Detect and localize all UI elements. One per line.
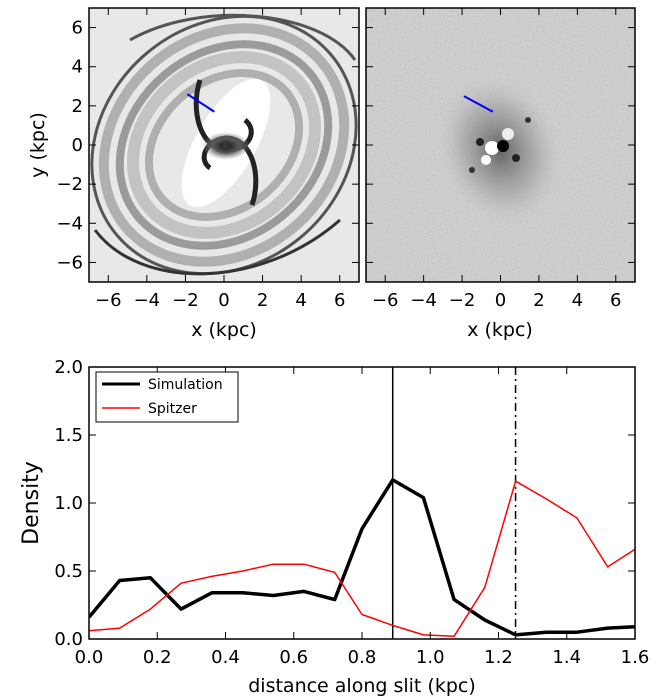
bottom-x-tick-label: 0.8 xyxy=(348,647,377,668)
bottom-y-tick-label: 1.0 xyxy=(54,493,83,514)
bottom-y-axis-label: Density xyxy=(19,461,44,545)
left-y-tick-label: 0 xyxy=(72,135,83,156)
legend-box xyxy=(95,371,239,423)
legend-label-simulation: Simulation xyxy=(148,377,223,393)
right-x-tick-label: −4 xyxy=(410,290,437,311)
left-y-tick-label: −6 xyxy=(56,252,83,273)
left-y-tick-label: 4 xyxy=(72,57,83,78)
bottom-y-tick-label: 2.0 xyxy=(54,357,83,378)
left-x-tick-label: −2 xyxy=(172,290,199,311)
right-x-tick-label: 0 xyxy=(495,290,506,311)
bottom-x-tick-label: 1.6 xyxy=(621,647,650,668)
bottom-y-tick-label: 1.5 xyxy=(54,425,83,446)
series-line-simulation xyxy=(89,478,635,637)
density-line-chart: 0.0 0.2 0.4 0.6 0.8 1.0 1.2 1.4 1.6 0.0 0.5 1.0 1.5 2… xyxy=(19,357,649,697)
bottom-x-tick-label: 1.0 xyxy=(416,647,445,668)
left-x-tick-label: −6 xyxy=(95,290,122,311)
left-x-axis-label: x (kpc) xyxy=(191,319,257,341)
slit-line-left xyxy=(186,93,215,113)
legend-label-spitzer: Spitzer xyxy=(148,401,197,417)
left-y-tick-label: −2 xyxy=(56,174,83,195)
bottom-x-tick-label: 0.2 xyxy=(143,647,172,668)
left-x-tick-label: 0 xyxy=(218,290,229,311)
simulation-map-image xyxy=(89,8,359,282)
left-y-tick-label: −4 xyxy=(56,213,83,234)
spitzer-map-panel: −6 −4 −2 0 2 4 6 x (kpc) xyxy=(365,7,636,341)
bottom-x-tick-label: 0.4 xyxy=(211,647,240,668)
left-y-axis-label: y (kpc) xyxy=(27,112,49,178)
left-y-tick-label: 2 xyxy=(72,96,83,117)
simulation-map-panel: −6 −4 −2 0 2 4 6 −6 −4 −2 0 2 4 6 x (kpc) y (kpc) xyxy=(27,7,360,341)
right-x-tick-label: 4 xyxy=(572,290,583,311)
density-plot-area xyxy=(89,367,635,639)
left-x-tick-label: 6 xyxy=(334,290,345,311)
legend: Simulation Spitzer xyxy=(95,371,239,423)
slit-line-right xyxy=(463,95,494,113)
right-x-tick-label: −6 xyxy=(372,290,399,311)
left-y-tick-label: 6 xyxy=(72,18,83,39)
bottom-y-tick-label: 0.0 xyxy=(54,629,83,650)
bottom-x-tick-label: 1.2 xyxy=(484,647,513,668)
bottom-x-tick-label: 0.6 xyxy=(279,647,308,668)
bottom-x-tick-label: 0.0 xyxy=(75,647,104,668)
right-x-tick-label: −2 xyxy=(449,290,476,311)
bottom-y-tick-label: 0.5 xyxy=(54,561,83,582)
right-x-tick-label: 6 xyxy=(610,290,621,311)
left-x-tick-label: 2 xyxy=(257,290,268,311)
left-x-tick-label: −4 xyxy=(134,290,161,311)
bottom-x-axis-label: distance along slit (kpc) xyxy=(248,675,476,697)
left-x-tick-label: 4 xyxy=(295,290,306,311)
right-x-axis-label: x (kpc) xyxy=(467,319,533,341)
spitzer-map-image xyxy=(366,8,635,282)
bottom-x-tick-label: 1.4 xyxy=(552,647,581,668)
right-x-tick-label: 2 xyxy=(533,290,544,311)
series-line-spitzer xyxy=(89,480,635,638)
